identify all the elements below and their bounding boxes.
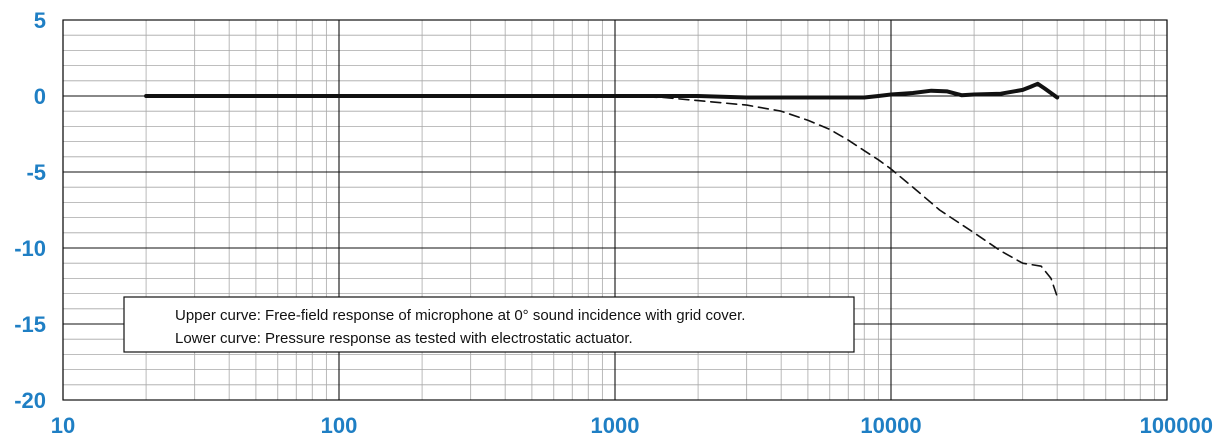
x-tick-label: 1000 [591, 413, 640, 438]
lower-curve-line [614, 95, 1058, 298]
y-tick-label: -5 [26, 160, 46, 185]
legend-frame [123, 296, 855, 353]
x-tick-label: 10 [51, 413, 75, 438]
x-tick-label: 100 [321, 413, 358, 438]
y-tick-label: 5 [34, 8, 46, 33]
legend-line-2: Lower curve: Pressure response as tested… [175, 330, 633, 347]
legend-box: Upper curve: Free-field response of micr… [123, 296, 855, 353]
y-tick-label: 0 [34, 84, 46, 109]
legend-line-1: Upper curve: Free-field response of micr… [175, 307, 745, 324]
upper-curve-line [144, 81, 1060, 100]
x-tick-label: 10000 [860, 413, 921, 438]
x-tick-label: 100000 [1140, 413, 1213, 438]
series-layer [144, 81, 1060, 298]
plot-frame [62, 19, 1168, 401]
y-tick-label: -15 [14, 312, 46, 337]
y-tick-label: -10 [14, 236, 46, 261]
y-tick-label: -20 [14, 388, 46, 413]
